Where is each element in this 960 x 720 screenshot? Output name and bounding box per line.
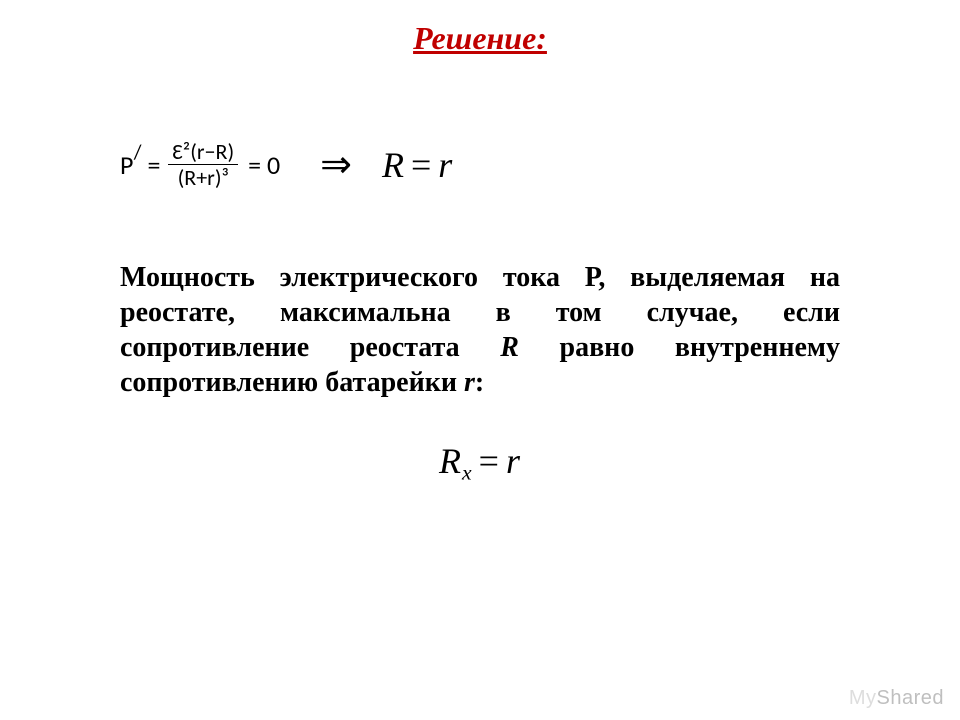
eq2-rhs: r: [506, 441, 521, 481]
prime-mark: /: [134, 141, 142, 165]
slide-title: Решение:: [0, 20, 960, 57]
eq2-op: =: [479, 441, 500, 481]
result-op: =: [411, 145, 432, 185]
equals-zero: = 0: [248, 149, 280, 181]
eq2-sub: x: [462, 460, 473, 484]
result-rhs: r: [438, 145, 453, 185]
lhs-P-prime: Р/: [120, 149, 133, 181]
equation-row-2: Rx=r: [0, 440, 960, 485]
equation-row-1: Р/ = Ɛ²(r−R) (R+r)³ = 0 ⇒ R=r: [120, 140, 840, 189]
result-R-eq-r: R=r: [382, 144, 453, 186]
slide: Решение: Р/ = Ɛ²(r−R) (R+r)³ = 0 ⇒ R=r М…: [0, 0, 960, 720]
result-Rx-eq-r: Rx=r: [439, 441, 521, 481]
numerator: Ɛ²(r−R): [168, 140, 238, 163]
paragraph-text-span: :: [475, 367, 484, 398]
result-lhs: R: [382, 145, 405, 185]
denominator: (R+r)³: [174, 166, 233, 189]
equals-sign-1: =: [147, 149, 160, 181]
watermark-my: My: [849, 687, 877, 709]
derivative-formula: Р/ = Ɛ²(r−R) (R+r)³ = 0: [120, 140, 280, 189]
watermark-shared: Shared: [877, 687, 945, 709]
eq2-lhs: R: [439, 441, 462, 481]
fraction: Ɛ²(r−R) (R+r)³: [168, 140, 238, 189]
paragraph-italic-span: R: [500, 332, 519, 363]
paragraph-italic-span: r: [464, 367, 475, 398]
watermark: MyShared: [849, 687, 944, 710]
symbol-P: Р: [120, 149, 133, 181]
implies-arrow: ⇒: [320, 142, 352, 187]
explanation-paragraph: Мощность электрического тока Р, выделяем…: [120, 260, 840, 400]
